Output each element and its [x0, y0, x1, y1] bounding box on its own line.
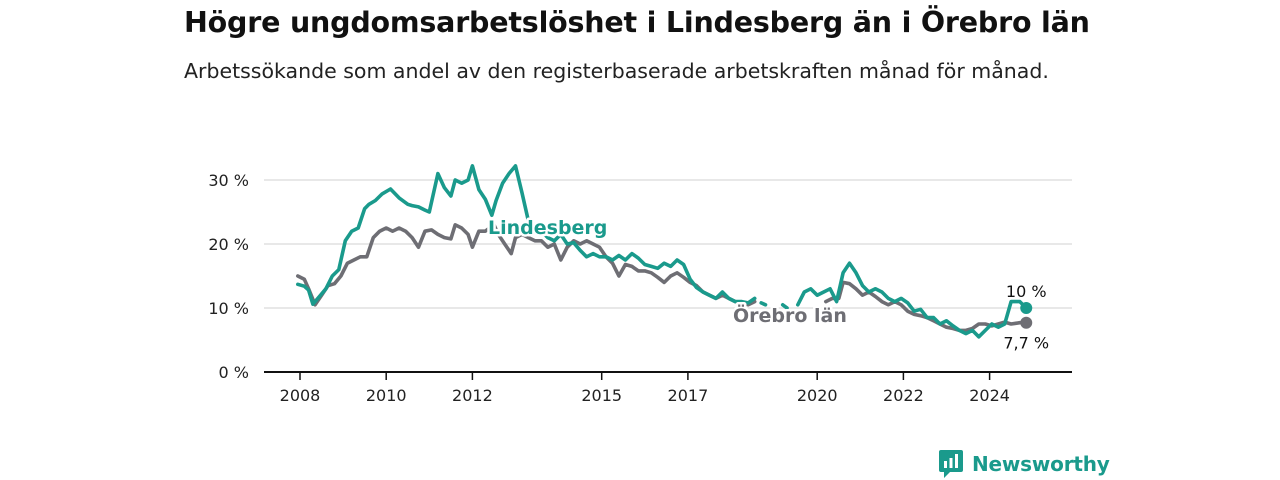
page-subtitle: Arbetssökande som andel av den registerb…	[184, 59, 1049, 83]
end-label-orebro-text: 7,7 %	[1003, 334, 1049, 353]
end-label-orebro: 7,7 %7,7 %	[1001, 331, 1052, 355]
x-tick-label: 2012	[452, 386, 493, 405]
x-tick-label: 2017	[668, 386, 709, 405]
end-label-orebro-halo: 7,7 %	[1003, 334, 1049, 353]
grid-lines	[264, 179, 1072, 309]
series-label-orebro-halo: Örebro län	[733, 303, 847, 327]
page-title: Högre ungdomsarbetslöshet i Lindesberg ä…	[184, 6, 1090, 39]
series-label-lindesberg-text: Lindesberg	[488, 217, 607, 239]
y-tick-label: 0 %	[219, 363, 249, 382]
y-tick-label: 10 %	[208, 299, 249, 318]
y-tick-label: 30 %	[208, 171, 249, 190]
series-line-0	[296, 164, 1028, 339]
x-tick-label: 2010	[366, 386, 407, 405]
x-tick-label: 2024	[969, 386, 1010, 405]
series-end-point-1	[1020, 316, 1033, 329]
end-label-lindesberg-text: 10 %	[1006, 282, 1047, 301]
bar-chart-speech-icon	[939, 450, 963, 478]
end-label-lindesberg: 10 %10 %	[1003, 280, 1049, 304]
x-tick-label: 2022	[883, 386, 924, 405]
brand-name: Newsworthy	[972, 452, 1110, 476]
y-axis-tick-labels: 0 % 10 % 20 % 30 %	[208, 171, 249, 382]
series-label-lindesberg-halo: Lindesberg	[488, 217, 607, 239]
series-line-1	[296, 223, 1028, 333]
x-axis-ticks: 2008 2010 2012 2015 2017 2020 2022 2024	[280, 372, 1010, 405]
y-tick-label: 20 %	[208, 235, 249, 254]
series-label-orebro-text: Örebro län	[733, 303, 847, 327]
end-label-lindesberg-halo: 10 %	[1006, 282, 1047, 301]
series-end-point-0	[1020, 302, 1033, 314]
x-tick-label: 2020	[797, 386, 838, 405]
x-tick-label: 2008	[280, 386, 321, 405]
brand-logo: Newsworthy	[938, 449, 1110, 479]
series-lines	[296, 164, 1033, 339]
x-tick-label: 2015	[581, 386, 622, 405]
